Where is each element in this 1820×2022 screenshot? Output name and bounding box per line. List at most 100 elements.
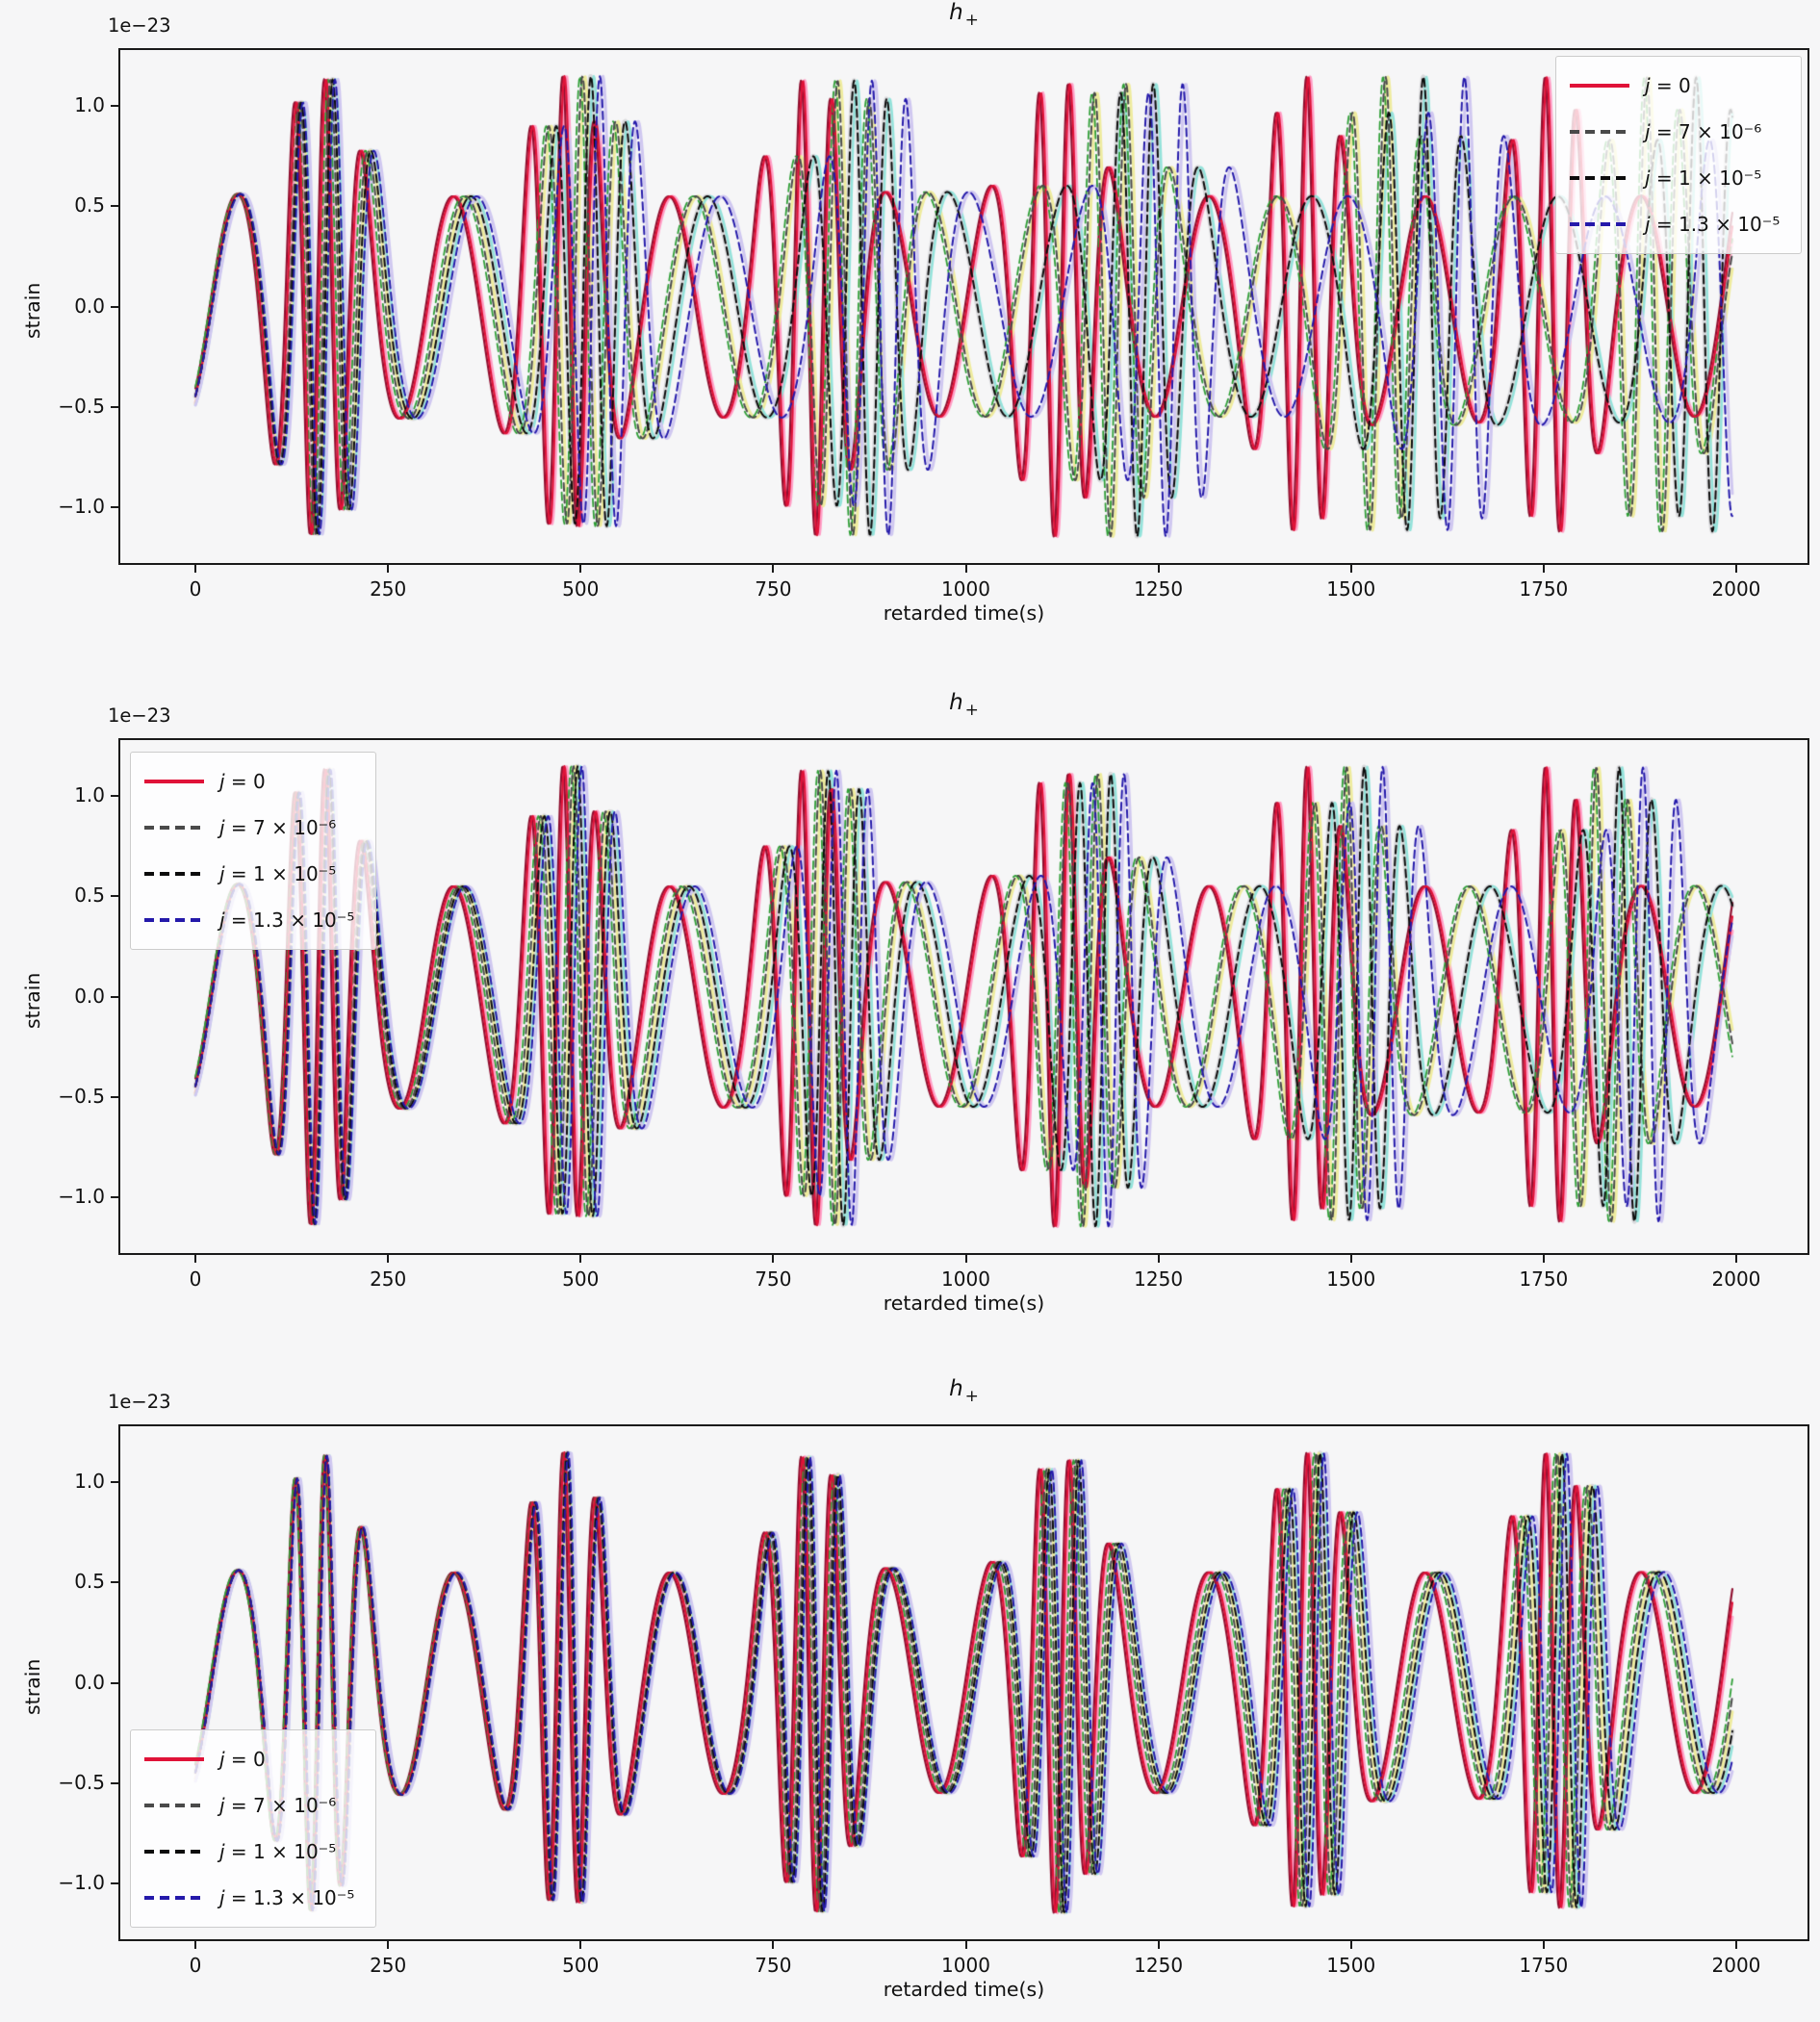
plot3-xtick-label: 1250 — [1134, 1954, 1184, 1977]
plot1-xtick — [579, 565, 582, 573]
plot1-legend-label: j = 1.3 × 10⁻⁵ — [1645, 213, 1780, 236]
plot2-legend-line-sample — [144, 918, 204, 922]
plot2-xtick — [1349, 1255, 1352, 1263]
plot2-xtick — [1734, 1255, 1737, 1263]
plot1-ytick — [111, 205, 118, 208]
plot1-xtick — [1349, 565, 1352, 573]
plot3-ytick-label: 0.5 — [74, 1570, 105, 1594]
plot1-xtick-label: 0 — [189, 577, 202, 601]
plot1-xtick — [1734, 565, 1737, 573]
plot2-xtick — [1157, 1255, 1160, 1263]
plot1-xtick-label: 1500 — [1326, 577, 1376, 601]
plot2-xtick-label: 1250 — [1134, 1267, 1184, 1291]
plot2-ytick — [111, 795, 118, 798]
plot1-ytick-label: 1.0 — [74, 93, 105, 117]
plot3-xtick — [387, 1941, 390, 1949]
legend-label-value: = 1.3 × 10⁻⁵ — [1650, 213, 1781, 236]
plot3-xtick-label: 750 — [755, 1954, 792, 1977]
plot3-legend-label: j = 1.3 × 10⁻⁵ — [219, 1886, 354, 1909]
plot1-ytick — [111, 305, 118, 308]
plot3-title: h + — [118, 1376, 1809, 1406]
legend-label-var: j — [219, 1840, 225, 1863]
legend-label-value: = 0 — [224, 770, 266, 793]
plot3-ytick — [111, 1781, 118, 1784]
plot2-legend-item-0: j = 0 — [144, 758, 354, 805]
legend-label-var: j — [1645, 213, 1651, 236]
legend-label-value: = 0 — [1650, 74, 1691, 97]
plot1-xtick-label: 250 — [370, 577, 407, 601]
plot2-legend-line-sample — [144, 780, 204, 783]
plot3-xlabel: retarded time(s) — [883, 1978, 1045, 2001]
legend-label-value: = 0 — [224, 1748, 266, 1771]
legend-label-value: = 1.3 × 10⁻⁵ — [224, 909, 355, 932]
plot3-ytick — [111, 1681, 118, 1684]
plot3-title-h: h — [949, 1376, 963, 1401]
plot1-legend-item-3: j = 1.3 × 10⁻⁵ — [1570, 201, 1780, 247]
plot1-ytick — [111, 105, 118, 108]
plot1-xtick — [1542, 565, 1545, 573]
plot3-ytick — [111, 1581, 118, 1584]
plot3-legend-line-sample — [144, 1850, 204, 1854]
plot1-ytick — [111, 405, 118, 408]
plot3-legend-item-3: j = 1.3 × 10⁻⁵ — [144, 1875, 354, 1921]
plot1-xtick — [1157, 565, 1160, 573]
plot3-legend-label: j = 0 — [219, 1748, 266, 1771]
plot3-xtick — [1349, 1941, 1352, 1949]
legend-label-value: = 7 × 10⁻⁶ — [1650, 120, 1762, 143]
plot3-xtick-label: 500 — [562, 1954, 600, 1977]
plot3-legend-label: j = 7 × 10⁻⁶ — [219, 1794, 336, 1817]
plot2-title: h + — [118, 690, 1809, 720]
plot3-ytick — [111, 1881, 118, 1884]
plot3-legend-line-sample — [144, 1896, 204, 1900]
plot3-xtick — [194, 1941, 197, 1949]
plot3-xtick — [1542, 1941, 1545, 1949]
plot1-xtick-label: 1750 — [1519, 577, 1569, 601]
plot3-legend-label: j = 1 × 10⁻⁵ — [219, 1840, 336, 1863]
plot1-ytick-label: −0.5 — [58, 394, 105, 418]
plot2-ytick-label: 0.0 — [74, 984, 105, 1008]
legend-label-var: j — [219, 1748, 225, 1771]
plot3-xtick-label: 1750 — [1519, 1954, 1569, 1977]
plot2-ytick-label: 0.5 — [74, 883, 105, 908]
legend-label-var: j — [219, 1886, 225, 1909]
plot1-xtick-label: 1250 — [1134, 577, 1184, 601]
legend-label-var: j — [219, 816, 225, 839]
plot2-xtick — [1542, 1255, 1545, 1263]
legend-label-value: = 1 × 10⁻⁵ — [224, 1840, 337, 1863]
legend-label-var: j — [219, 909, 225, 932]
plot3-xtick — [964, 1941, 967, 1949]
legend-label-value: = 1 × 10⁻⁵ — [224, 862, 337, 885]
plot2-xtick — [194, 1255, 197, 1263]
plot2-xtick-label: 250 — [370, 1267, 407, 1291]
plot3-ytick-label: −0.5 — [58, 1770, 105, 1794]
plot2-legend-item-3: j = 1.3 × 10⁻⁵ — [144, 897, 354, 943]
plot3-xtick — [1157, 1941, 1160, 1949]
plot1-ytick-label: 0.0 — [74, 294, 105, 318]
plot2-legend-item-2: j = 1 × 10⁻⁵ — [144, 851, 354, 897]
plot1-xtick — [387, 565, 390, 573]
plot2-legend-item-1: j = 7 × 10⁻⁶ — [144, 805, 354, 851]
plot3-legend-item-1: j = 7 × 10⁻⁶ — [144, 1782, 354, 1829]
plot1-xlabel: retarded time(s) — [883, 601, 1045, 625]
plot2-xtick — [964, 1255, 967, 1263]
plot1-legend-label: j = 0 — [1645, 74, 1691, 97]
plot1-legend-item-1: j = 7 × 10⁻⁶ — [1570, 109, 1780, 155]
plot1-xtick — [772, 565, 775, 573]
plot1-xtick-label: 500 — [562, 577, 600, 601]
legend-label-var: j — [1645, 166, 1651, 190]
plot2-xtick-label: 1000 — [941, 1267, 990, 1291]
legend-label-var: j — [219, 1794, 225, 1817]
plot2-legend-label: j = 0 — [219, 770, 266, 793]
plot2-xtick-label: 1500 — [1326, 1267, 1376, 1291]
plot1-ytick — [111, 505, 118, 508]
plot1-title-sub: + — [964, 11, 979, 30]
plot2-legend-line-sample — [144, 872, 204, 876]
plot3-xtick-label: 1000 — [941, 1954, 990, 1977]
plot3-legend-item-0: j = 0 — [144, 1736, 354, 1782]
plot1-legend-item-0: j = 0 — [1570, 63, 1780, 109]
plot2-xtick — [772, 1255, 775, 1263]
